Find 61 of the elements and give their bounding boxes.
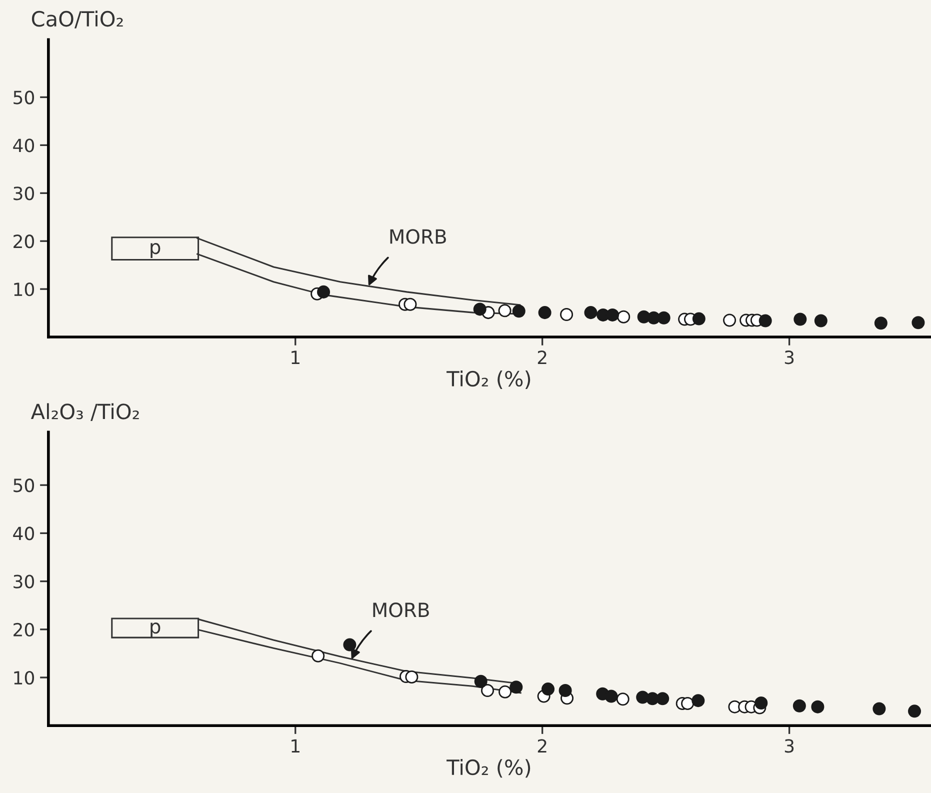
x-axis-title: TiO₂ (%) xyxy=(446,370,530,390)
point xyxy=(542,682,555,696)
point xyxy=(657,311,670,324)
annotation: MORB xyxy=(390,229,446,244)
point xyxy=(606,308,619,322)
point xyxy=(584,306,598,320)
point xyxy=(498,304,512,318)
point xyxy=(656,692,670,706)
y-tick-label: 50 xyxy=(14,90,34,104)
y-axis-title: CaO/TiO₂ xyxy=(32,10,123,28)
point xyxy=(758,314,772,328)
point xyxy=(617,310,630,324)
point xyxy=(874,316,888,330)
point xyxy=(481,684,494,697)
point xyxy=(474,674,488,688)
point xyxy=(473,302,486,316)
y-tick-label: 20 xyxy=(14,234,34,248)
point xyxy=(723,314,736,327)
point xyxy=(498,685,512,698)
y-tick-label: 40 xyxy=(13,526,34,540)
point xyxy=(538,306,552,320)
point xyxy=(754,696,768,710)
point xyxy=(792,699,806,712)
y-tick-label: 50 xyxy=(14,478,34,492)
point xyxy=(343,638,356,652)
point xyxy=(908,704,922,718)
point xyxy=(405,670,418,684)
point xyxy=(811,700,824,714)
point xyxy=(404,298,417,311)
x-tick-label: 2 xyxy=(538,350,546,364)
x-tick-label: 1 xyxy=(292,350,300,364)
y-tick-label: 40 xyxy=(13,138,34,152)
x-tick-label: 2 xyxy=(538,739,546,753)
point xyxy=(510,680,523,694)
y-axis-title: Al₂O₃ /TiO₂ xyxy=(30,403,139,421)
y-tick-label: 30 xyxy=(14,574,34,588)
point xyxy=(814,314,828,328)
y-tick-label: 10 xyxy=(14,282,34,296)
point xyxy=(681,696,694,710)
point xyxy=(317,285,330,298)
x-axis-title: TiO₂ (%) xyxy=(446,759,530,778)
x-tick-label: 3 xyxy=(784,350,794,364)
point xyxy=(512,304,526,318)
x-tick-label: 1 xyxy=(292,739,300,753)
y-tick-label: 20 xyxy=(14,622,34,637)
y-tick-label: 30 xyxy=(14,186,34,200)
point xyxy=(616,692,630,706)
point xyxy=(312,649,325,662)
y-tick-label: 10 xyxy=(14,670,34,685)
point xyxy=(794,312,807,326)
point xyxy=(692,694,705,708)
point xyxy=(558,684,572,697)
point xyxy=(872,702,886,716)
annotation: p xyxy=(150,622,160,638)
x-tick-label: 3 xyxy=(784,739,794,753)
point xyxy=(912,316,925,330)
point xyxy=(604,690,618,703)
annotation: p xyxy=(150,243,160,258)
point xyxy=(560,308,574,321)
annotation: MORB xyxy=(373,602,429,618)
point xyxy=(692,312,706,326)
